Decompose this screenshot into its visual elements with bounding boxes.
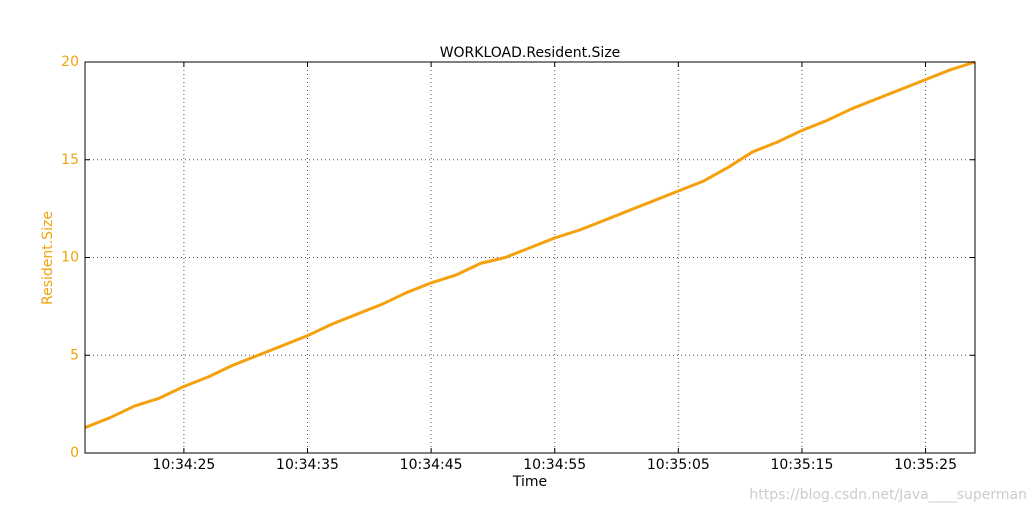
y-tick-label: 15 [61,152,79,168]
y-tick-label: 20 [61,54,79,70]
x-tick-label: 10:34:35 [276,457,339,473]
x-tick-label: 10:35:25 [894,457,957,473]
chart-title: WORKLOAD.Resident.Size [440,45,621,61]
y-tick-label: 0 [70,445,79,461]
plot-frame [84,61,976,454]
y-axis-label: Resident.Size [40,211,56,305]
x-tick-label: 10:34:25 [152,457,215,473]
y-tick-label: 10 [61,250,79,266]
x-axis-label: Time [512,474,547,490]
data-line [84,60,976,429]
x-tick-label: 10:35:15 [770,457,833,473]
y-tick-label: 5 [70,347,79,363]
x-tick-label: 10:34:55 [523,457,586,473]
x-tick-label: 10:34:45 [400,457,463,473]
x-tick-label: 10:35:05 [647,457,710,473]
watermark: https://blog.csdn.net/Java____superman [749,487,1027,503]
